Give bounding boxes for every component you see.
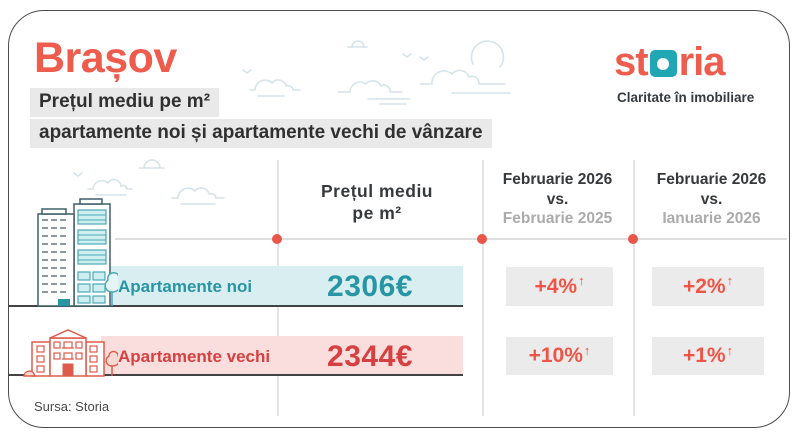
subtitle-line1: Prețul mediu pe m²	[30, 88, 220, 117]
rule-dot-2	[477, 234, 487, 244]
up-arrow-icon: ↑	[583, 342, 591, 358]
city-title: Brașov	[34, 34, 177, 82]
row-label-old: Apartamente vechi	[118, 347, 271, 366]
pct-old-yoy: +10% ↑	[506, 337, 613, 375]
up-arrow-icon: ↑	[726, 273, 734, 288]
pct-new-mom: +2% ↑	[652, 267, 764, 306]
up-arrow-icon: ↑	[578, 273, 585, 288]
logo-text-ria: ria	[678, 40, 726, 84]
up-arrow-icon: ↑	[726, 342, 734, 358]
row-band-old	[101, 336, 463, 376]
ground-line-new	[8, 305, 463, 307]
logo-text-st: st	[614, 40, 649, 84]
pct-new-yoy: +4% ↑	[506, 267, 613, 306]
column-header-price: Prețul mediu pe m²	[321, 181, 433, 223]
card-border	[8, 10, 790, 428]
column-divider-3	[633, 160, 635, 416]
storia-logo: st ria	[614, 40, 726, 84]
column-header-yoy: Februarie 2026 vs. Februarie 2025	[502, 171, 613, 227]
price-new: 2306€	[327, 270, 413, 303]
subtitle-line2: apartamente noi și apartamente vechi de …	[30, 119, 492, 148]
rule-dot-3	[628, 234, 638, 244]
old-building-illustration	[23, 329, 118, 377]
new-building-illustration	[37, 198, 118, 307]
source-note: Sursa: Storia	[34, 399, 110, 414]
ground-line-old	[8, 374, 463, 376]
header-rule	[115, 238, 787, 240]
price-old: 2344€	[327, 340, 413, 373]
rule-dot-1	[272, 234, 282, 244]
row-label-new: Apartamente noi	[118, 277, 253, 296]
row-band-new	[101, 266, 463, 307]
logo-o-square-icon	[649, 50, 677, 77]
column-header-mom: Februarie 2026 vs. Ianuarie 2026	[656, 171, 767, 227]
column-divider-2	[482, 160, 484, 416]
logo-tagline: Claritate în imobiliare	[617, 90, 755, 105]
pct-old-mom: +1% ↑	[652, 337, 764, 375]
